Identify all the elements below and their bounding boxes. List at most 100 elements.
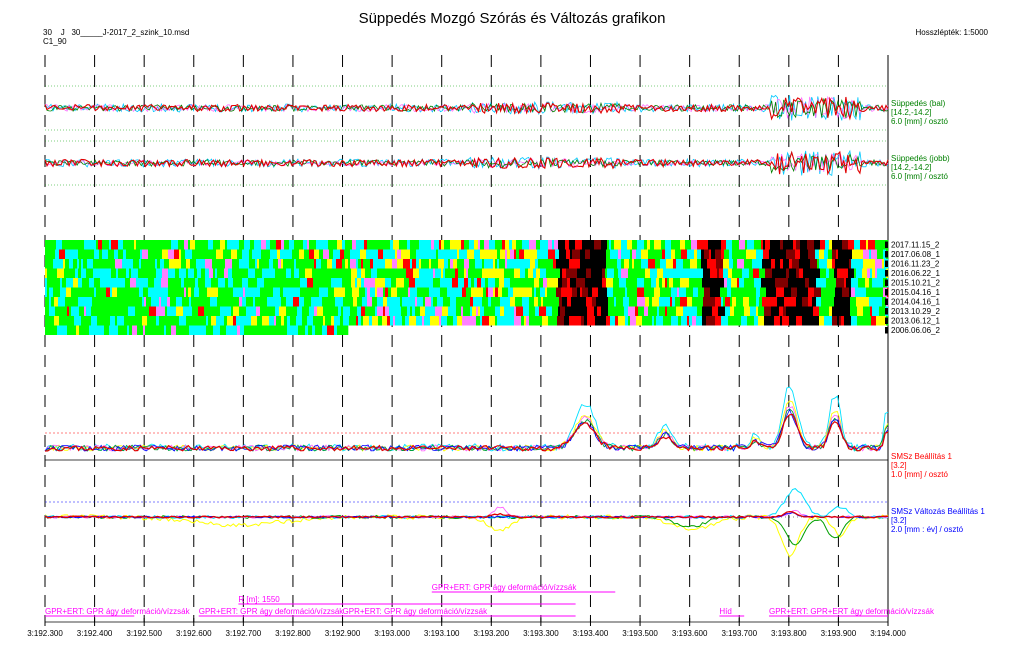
heatmap-cell — [714, 259, 717, 269]
heatmap-cell — [702, 306, 708, 316]
heatmap-cell — [171, 240, 174, 250]
heatmap-cell — [158, 287, 161, 297]
heatmap-cell — [494, 249, 498, 259]
heatmap-cell — [680, 306, 684, 316]
heatmap-cell — [256, 325, 264, 335]
heatmap-cell — [848, 249, 853, 259]
heatmap-cell — [126, 249, 132, 259]
heatmap-cell — [529, 240, 537, 250]
heatmap-cell — [862, 268, 868, 278]
heatmap-cell — [634, 297, 638, 307]
heatmap-cell — [122, 325, 128, 335]
heatmap-cell — [122, 306, 129, 316]
heatmap-cell — [848, 240, 855, 250]
heatmap-cell — [138, 268, 145, 278]
heatmap-cell — [580, 259, 583, 269]
heatmap-cell — [691, 240, 698, 250]
heatmap-cell — [879, 306, 886, 316]
heatmap-cell — [507, 249, 511, 259]
heatmap-cell — [832, 240, 838, 250]
heatmap-cell — [88, 316, 92, 326]
heatmap-cell — [129, 325, 133, 335]
heatmap-cell — [58, 297, 66, 307]
heatmap-cell — [72, 297, 79, 307]
heatmap-cell — [782, 316, 790, 326]
heatmap-cell — [642, 316, 647, 326]
heatmap-cell — [290, 306, 298, 316]
heatmap-cell — [284, 240, 288, 250]
heatmap-cell — [281, 316, 285, 326]
heatmap-cell — [390, 240, 394, 250]
heatmap-cell — [677, 287, 680, 297]
heatmap-cell — [554, 287, 557, 297]
heatmap-cell — [791, 240, 794, 250]
heatmap-cell — [729, 249, 733, 259]
heatmap-cell — [608, 297, 615, 307]
heatmap-cell — [149, 325, 155, 335]
heatmap-cell — [464, 278, 469, 288]
heatmap-cell — [834, 268, 838, 278]
heatmap-cell — [587, 278, 594, 288]
heatmap-cell — [868, 240, 876, 250]
heatmap-cell — [128, 297, 135, 307]
heatmap-cell — [500, 297, 504, 307]
heatmap-cell — [736, 297, 744, 307]
heatmap-cell — [417, 240, 420, 250]
heatmap-cell — [497, 316, 505, 326]
heatmap-cell — [824, 259, 828, 269]
heatmap-cell — [824, 316, 828, 326]
heatmap-cell — [444, 259, 449, 269]
heatmap-cell — [291, 268, 295, 278]
heatmap-cell — [482, 316, 490, 326]
heatmap-cell — [832, 316, 838, 326]
heatmap-cell — [806, 287, 809, 297]
heatmap-cell — [397, 316, 403, 326]
heatmap-cell — [262, 316, 270, 326]
heatmap-cell — [645, 297, 650, 307]
heatmap-cell — [777, 297, 782, 307]
heatmap-cell — [361, 259, 364, 269]
heatmap-cell — [783, 240, 786, 250]
heatmap-cell — [739, 268, 743, 278]
heatmap-cell — [737, 259, 745, 269]
heatmap-cell — [320, 278, 326, 288]
heatmap-cell — [858, 259, 864, 269]
heatmap-cell — [457, 316, 463, 326]
heatmap-cell — [273, 287, 281, 297]
heatmap-cell — [181, 259, 187, 269]
heatmap-cell — [168, 249, 175, 259]
heatmap-cell — [567, 297, 572, 307]
heatmap-cell — [545, 249, 549, 259]
heatmap-cell — [352, 287, 360, 297]
heatmap-cell — [47, 259, 51, 269]
heatmap-cell — [433, 278, 441, 288]
heatmap-cell — [872, 278, 880, 288]
heatmap-cell — [528, 268, 534, 278]
heatmap-cell — [81, 306, 85, 316]
heatmap-cell — [529, 278, 535, 288]
heatmap-cell — [608, 249, 611, 259]
heatmap-cell — [792, 259, 800, 269]
heatmap-cell — [815, 249, 820, 259]
heatmap-cell — [129, 268, 132, 278]
heatmap-cell — [828, 249, 833, 259]
heatmap-cell — [769, 249, 777, 259]
heatmap-cell — [488, 297, 492, 307]
heatmap-cell — [680, 297, 688, 307]
heatmap-cell — [867, 268, 871, 278]
heatmap-cell — [143, 287, 149, 297]
heatmap-cell — [561, 287, 567, 297]
heatmap-cell — [412, 259, 417, 269]
heatmap-cell — [759, 268, 766, 278]
heatmap-cell — [104, 325, 110, 335]
heatmap-cell — [117, 316, 122, 326]
heatmap-cell — [57, 287, 61, 297]
heatmap-cell — [716, 259, 724, 269]
heatmap-cell — [276, 316, 282, 326]
heatmap-cell — [104, 297, 109, 307]
annotation-label: GPR+ERT: GPR ágy deformáció/vízzsák — [343, 607, 489, 616]
heatmap-cell — [171, 278, 176, 288]
heatmap-cell — [607, 240, 610, 250]
heatmap-cell — [493, 287, 496, 297]
panel-unit-label: 6.0 [mm] / osztó — [891, 117, 948, 126]
